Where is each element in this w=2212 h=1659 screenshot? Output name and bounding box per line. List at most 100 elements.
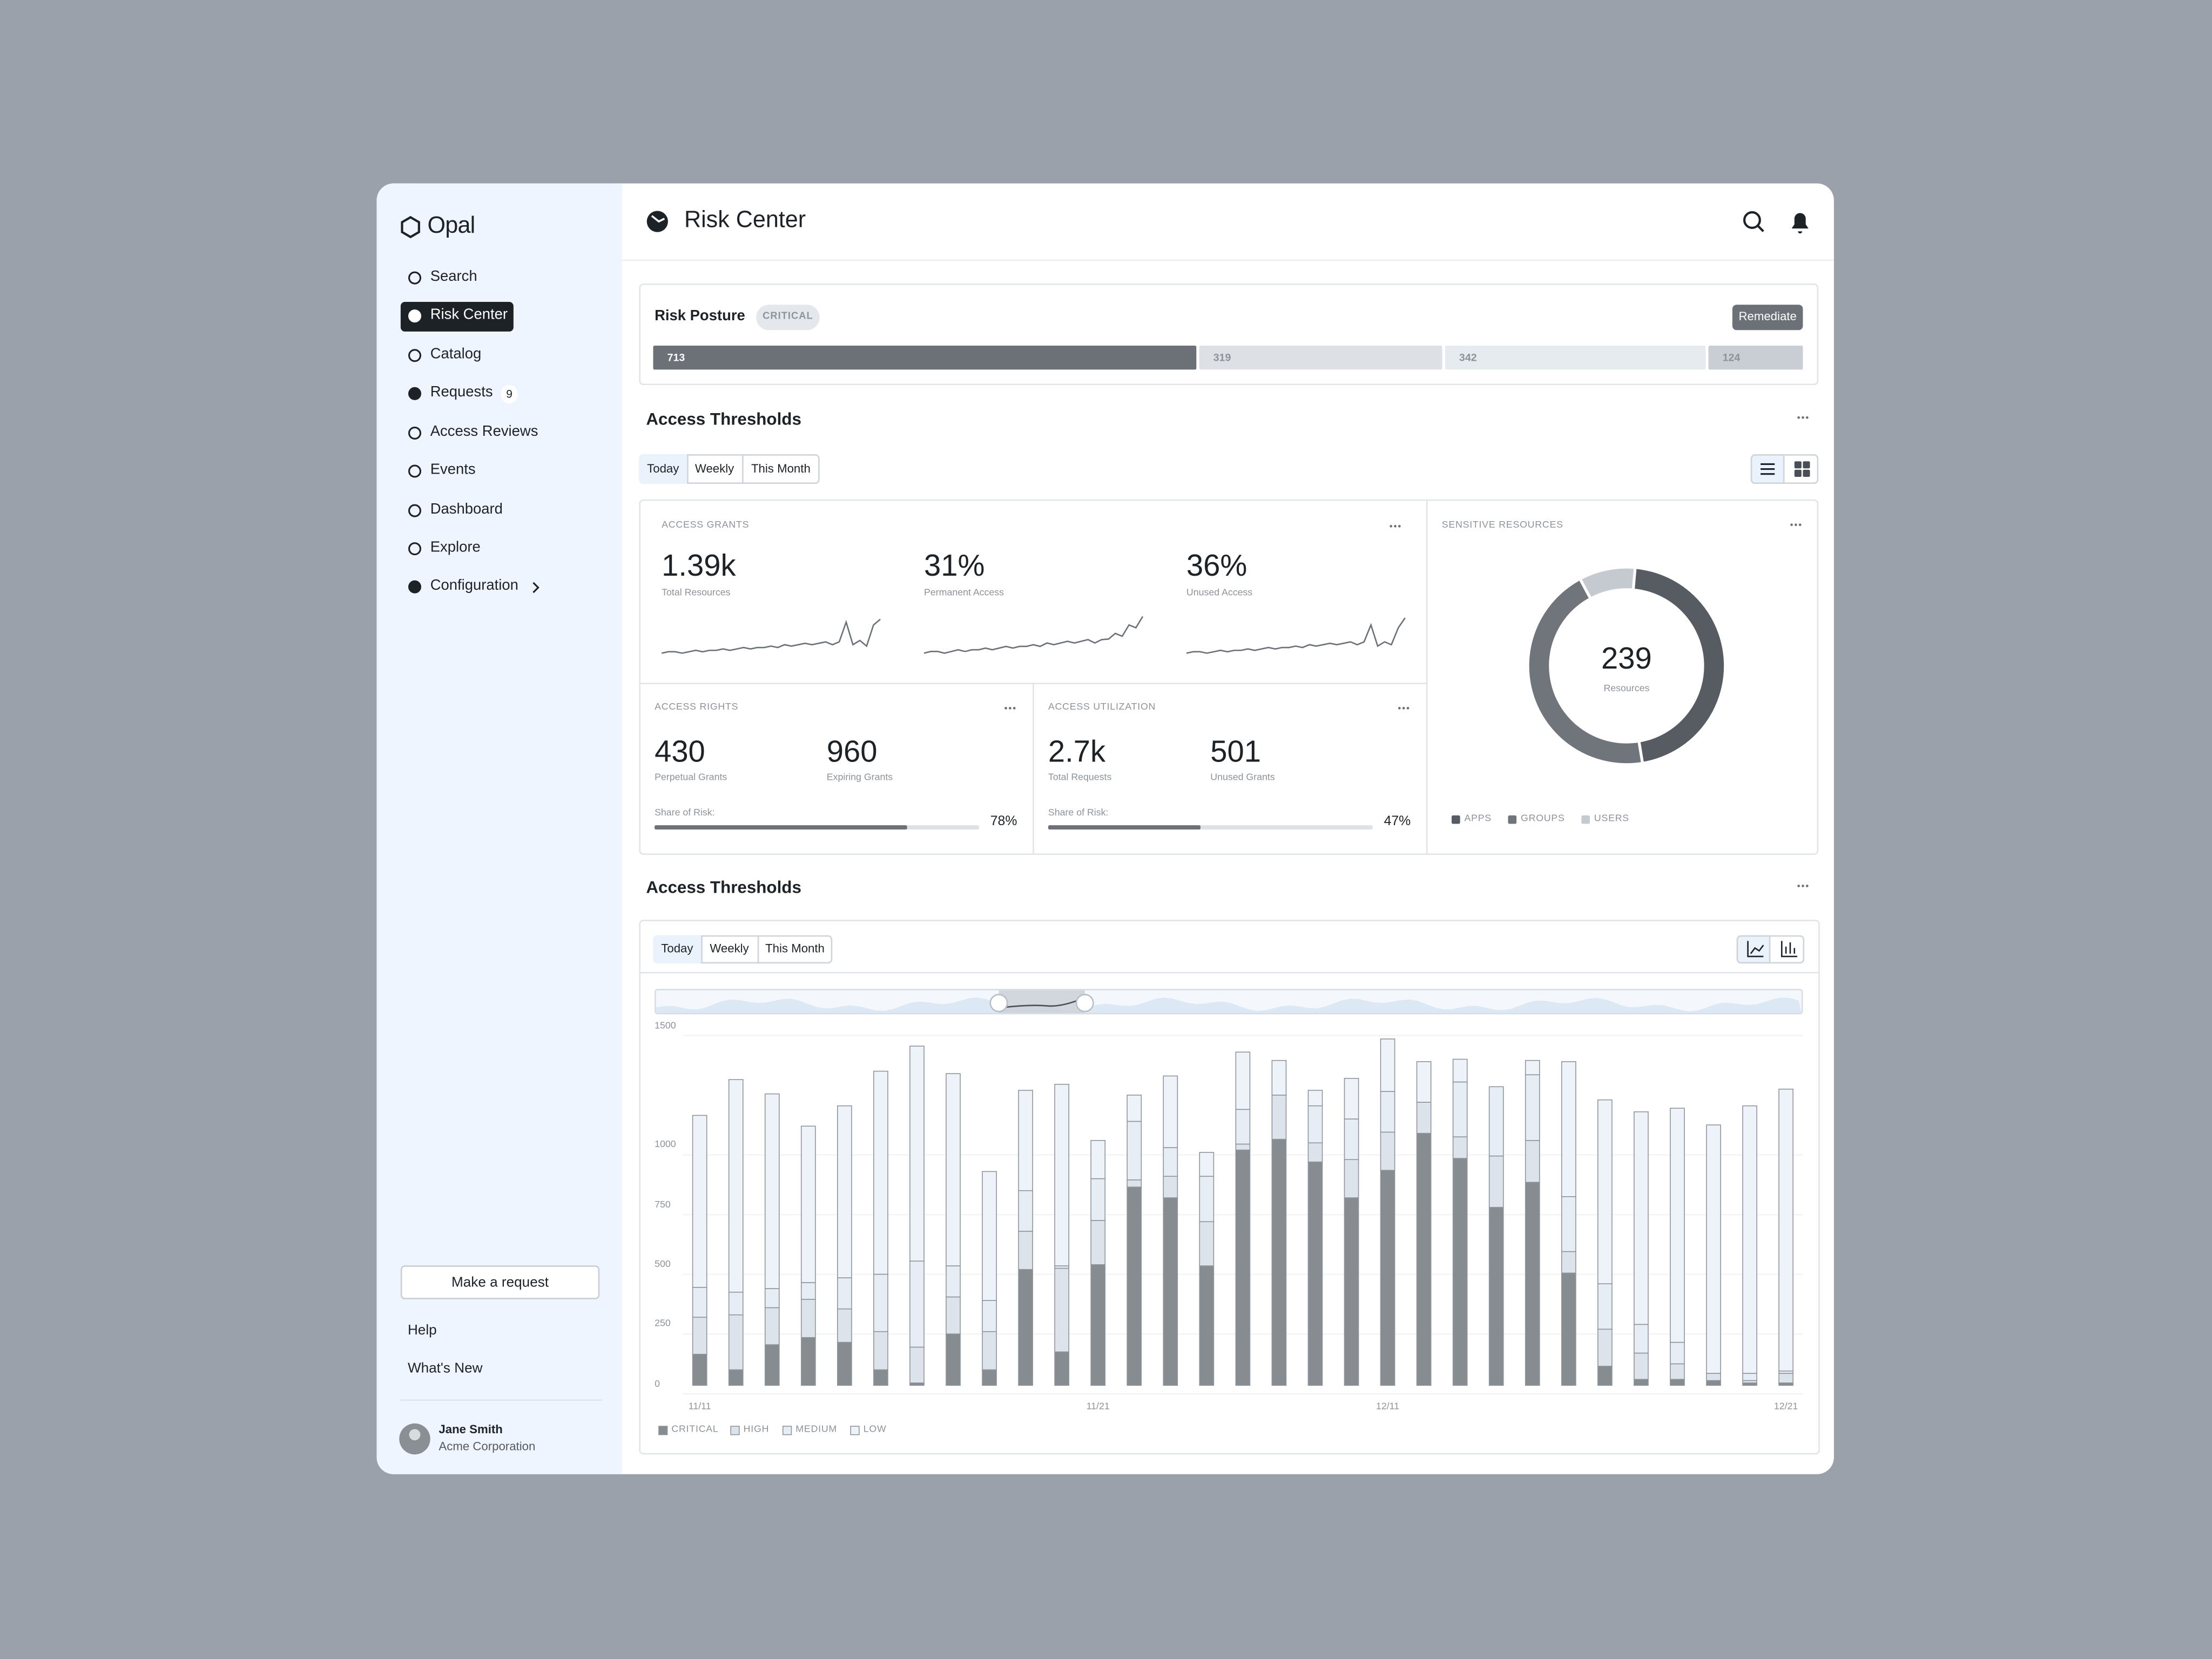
make-request-label[interactable]: Make a request [451,1274,549,1290]
menu-dot[interactable] [1805,416,1809,419]
risk-segment [1199,346,1442,370]
nav-item[interactable]: Dashboard [430,501,503,518]
menu-dot[interactable] [1790,523,1793,527]
menu-dot[interactable] [1402,706,1405,710]
bar-segment [764,1344,780,1386]
share-value: 78% [990,813,1017,830]
tab-label[interactable]: This Month [765,941,825,956]
brush-handle[interactable] [1075,994,1094,1013]
metric-value: 2.7k [1048,735,1106,769]
risk-segment-label: 319 [1213,351,1231,365]
risk-segment-label: 124 [1722,351,1741,365]
nav-item[interactable]: Risk Center [430,306,508,323]
legend-swatch [658,1426,668,1435]
card-title: SENSITIVE RESOURCES [1441,520,1563,530]
bell-icon[interactable] [1791,213,1809,234]
bar-segment [1199,1152,1215,1177]
menu-dot[interactable] [1398,706,1401,710]
logo-icon [401,215,420,239]
bar-segment [873,1331,888,1371]
bar-segment [1018,1231,1033,1270]
bar-segment [1706,1124,1721,1374]
risk-segment-label: 342 [1459,351,1477,365]
nav-item[interactable]: Explore [430,539,481,556]
menu-dot[interactable] [1802,416,1804,419]
bar-segment [1380,1091,1395,1133]
menu-dot[interactable] [1398,525,1401,528]
menu-dot[interactable] [1009,706,1011,710]
bar-segment [1271,1060,1287,1096]
donut-segment [1578,565,1637,601]
menu-dot[interactable] [1802,885,1804,887]
bar-segment [1452,1081,1468,1137]
search-icon[interactable] [1743,211,1761,229]
tab-label[interactable]: Weekly [694,461,734,476]
menu-dot[interactable] [1797,885,1800,887]
sparkline [1186,617,1406,654]
nav-item[interactable]: Search [430,268,477,286]
tab[interactable] [757,935,832,964]
tab-label[interactable]: Weekly [710,941,749,956]
tab-label[interactable]: Today [661,941,693,956]
bar-segment [1452,1058,1468,1083]
nav-icon [408,387,422,400]
remediate-label[interactable]: Remediate [1738,309,1797,324]
menu-dot[interactable] [1795,523,1797,527]
legend-swatch [1452,815,1460,824]
bar-segment [692,1287,707,1318]
x-tick-label: 11/21 [1086,1401,1110,1412]
nav-item[interactable]: Events [430,461,476,478]
bar-segment [837,1277,852,1310]
nav-item[interactable]: Configuration [430,577,518,595]
bar-segment [837,1105,852,1278]
legend-label: USERS [1594,813,1629,824]
bar-segment [837,1341,852,1386]
brush-handle[interactable] [989,994,1008,1013]
menu-dot[interactable] [1798,523,1802,527]
bar-segment [764,1093,780,1289]
menu-dot[interactable] [1004,706,1007,710]
brush-area [656,997,1802,1013]
nav-item[interactable]: Access Reviews [430,423,538,441]
menu-dot[interactable] [1390,525,1393,528]
tab[interactable] [639,454,687,484]
tab[interactable] [653,935,702,964]
nav-item[interactable]: Catalog [430,346,482,363]
bar-segment [909,1260,925,1348]
whats-new-link[interactable]: What's New [407,1360,483,1377]
bar-segment [1742,1105,1757,1374]
card-title: ACCESS GRANTS [662,520,750,530]
bar-segment [1634,1324,1649,1354]
make-request-button[interactable] [400,1265,600,1299]
menu-dot[interactable] [1797,416,1800,419]
menu-dot[interactable] [1805,885,1809,887]
grid-icon [1794,461,1802,469]
card-title: ACCESS UTILIZATION [1048,702,1156,712]
bar-segment [1018,1090,1033,1191]
nav-icon [408,504,422,517]
legend-label: APPS [1464,813,1492,824]
tab[interactable] [687,454,742,484]
chart-divider [639,972,1820,974]
bar-segment [1525,1182,1540,1386]
nav-item[interactable]: Requests [430,383,493,401]
x-tick-label: 12/21 [1773,1401,1798,1412]
tab-label[interactable]: This Month [751,461,811,476]
tab[interactable] [701,935,757,964]
tab[interactable] [742,454,820,484]
help-link[interactable]: Help [407,1322,437,1338]
menu-dot[interactable] [1394,525,1397,528]
remediate-button[interactable] [1732,305,1803,331]
nav-icon [408,426,422,440]
tab-label[interactable]: Today [647,461,679,476]
bar-segment [1090,1264,1106,1386]
share-fill [1048,825,1201,829]
bar-segment [1271,1138,1287,1386]
bar-segment [873,1369,888,1386]
menu-dot[interactable] [1406,706,1410,710]
menu-dot[interactable] [1013,706,1016,710]
share-track [1048,825,1373,829]
metric-label: Unused Grants [1210,772,1275,783]
bar-segment [764,1288,780,1309]
